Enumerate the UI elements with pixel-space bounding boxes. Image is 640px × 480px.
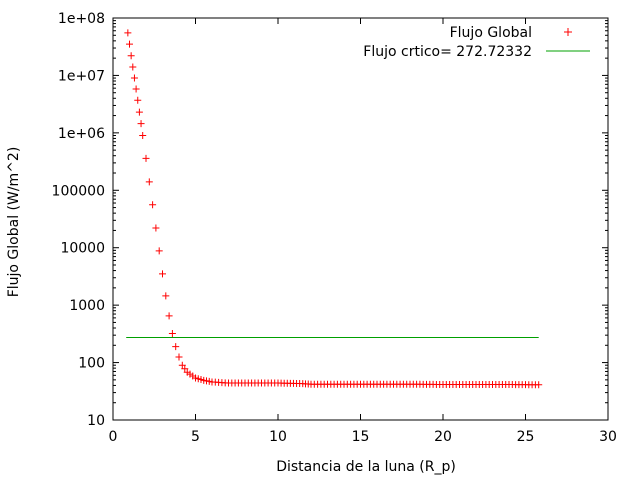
data-point-marker [132, 85, 140, 93]
y-tick-label: 1e+08 [58, 11, 105, 27]
data-point-marker [127, 52, 135, 60]
y-tick-label: 1e+07 [58, 68, 105, 84]
x-tick-label: 0 [109, 429, 118, 445]
data-point-marker [145, 178, 153, 186]
y-tick-label: 1000 [69, 298, 105, 314]
x-tick-label: 20 [434, 429, 452, 445]
data-point-marker [124, 29, 132, 37]
data-point-marker [159, 270, 166, 278]
y-tick-label: 100000 [52, 183, 105, 199]
x-tick-label: 15 [352, 429, 370, 445]
plot-frame [112, 17, 609, 421]
legend-label-flujo-global: Flujo Global [450, 25, 532, 41]
data-point-marker [139, 131, 147, 139]
data-point-marker [134, 96, 142, 104]
data-point-marker [535, 381, 543, 389]
legend-marker-flujo-global [564, 28, 572, 36]
series-layer [124, 29, 543, 389]
data-point-marker [162, 292, 170, 300]
data-point-marker [126, 40, 133, 48]
data-point-marker [175, 353, 183, 361]
y-tick-label: 1e+06 [58, 126, 105, 142]
y-tick-label: 100 [78, 356, 105, 372]
legend-label-flujo-critico: Flujo crtico= 272.72332 [363, 44, 532, 60]
x-axis-label: Distancia de la luna (R_p) [276, 459, 456, 475]
x-tick-label: 30 [599, 429, 617, 445]
x-tick-label: 25 [517, 429, 535, 445]
data-point-marker [152, 224, 160, 232]
data-point-marker [142, 154, 150, 162]
y-tick-label: 10 [87, 413, 105, 429]
x-tick-label: 5 [191, 429, 200, 445]
axis-ticks: 0 5 10 15 20 25 30 10 100 1000 10000 100000 1e+06 1e+… [52, 11, 617, 445]
x-tick-label: 10 [269, 429, 287, 445]
data-point-marker [135, 108, 143, 116]
legend: Flujo Global Flujo crtico= 272.72332 [363, 25, 590, 60]
y-axis-label: Flujo Global (W/m^2) [6, 147, 22, 298]
data-point-marker [149, 201, 157, 209]
data-point-marker [172, 343, 180, 351]
data-point-marker [165, 312, 173, 320]
data-point-marker [168, 330, 176, 338]
data-point-marker [129, 63, 137, 71]
y-tick-label: 10000 [60, 241, 105, 257]
data-point-marker [137, 120, 145, 128]
data-point-marker [130, 74, 138, 82]
data-point-marker [155, 247, 163, 255]
